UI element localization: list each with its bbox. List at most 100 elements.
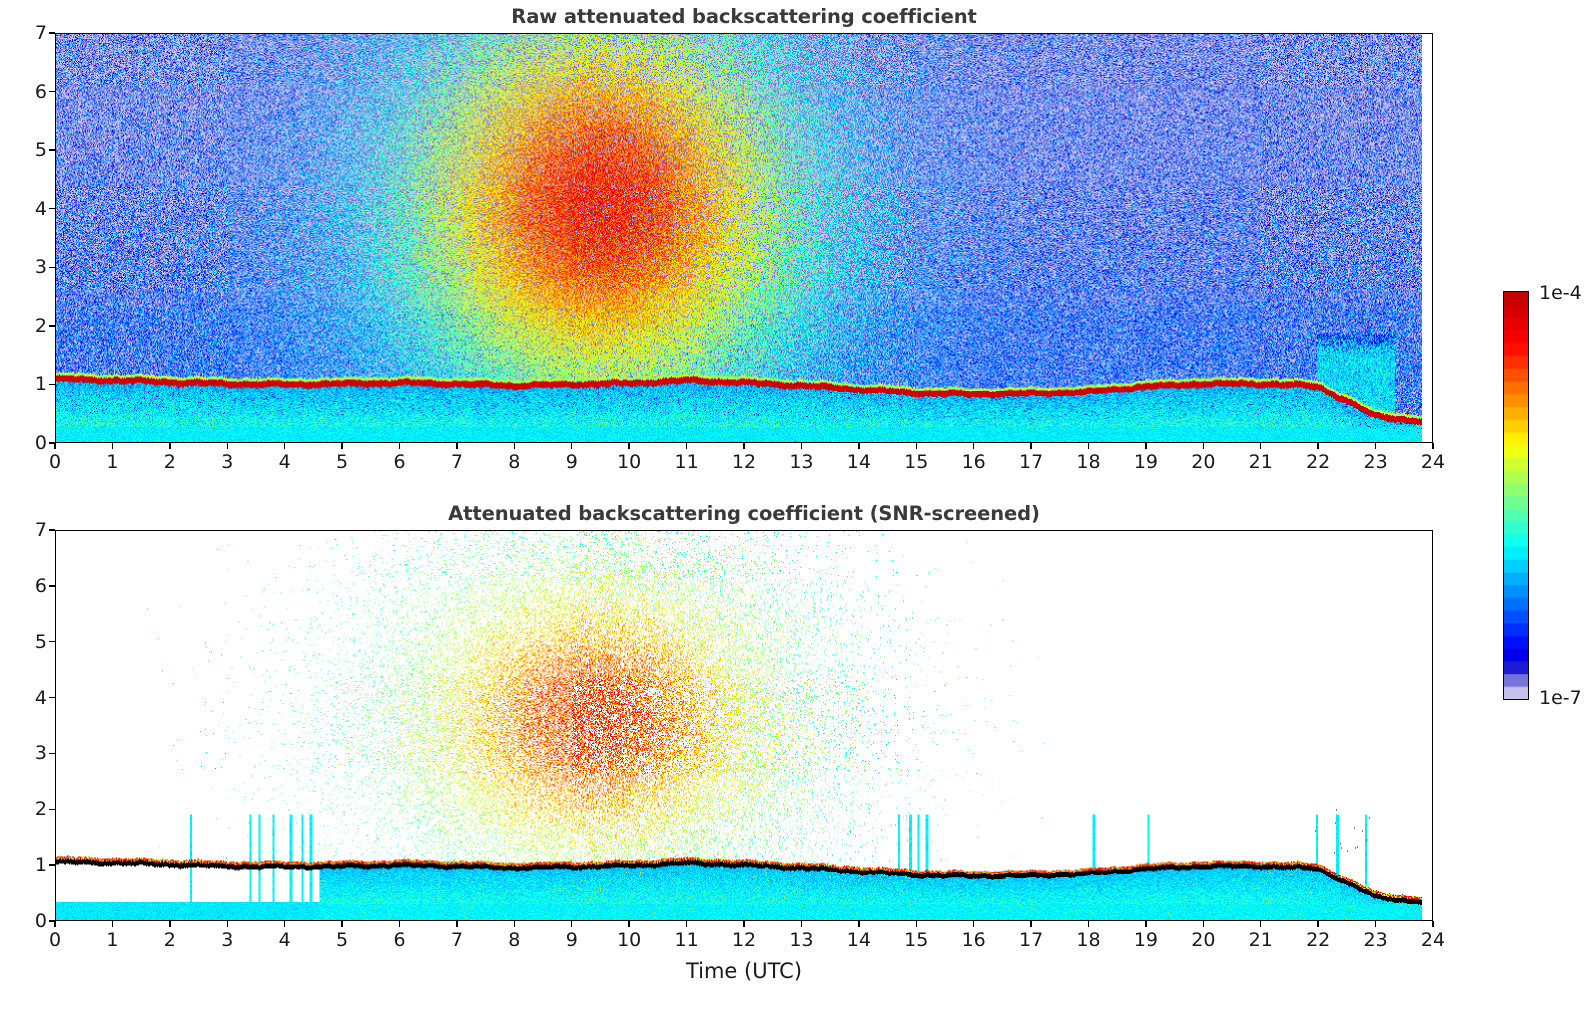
- y-tick-label: 4: [34, 686, 47, 709]
- x-tick-label: 23: [1363, 929, 1388, 951]
- colorbar[interactable]: 1e-4 1e-7 1/m/sr: [1443, 251, 1595, 750]
- x-tick-label: 18: [1076, 929, 1101, 951]
- x-tick-label: 3: [221, 929, 234, 951]
- x-tick-mark: [341, 443, 343, 449]
- x-tick-label: 20: [1191, 929, 1216, 951]
- y-tick-mark: [49, 149, 55, 151]
- x-tick-mark: [1030, 443, 1032, 449]
- x-tick-mark: [1087, 921, 1090, 927]
- y-tick-label: 7: [34, 22, 47, 44]
- y-tick-mark: [49, 383, 55, 386]
- y-tick-label: 0: [34, 432, 47, 454]
- y-tick-mark: [49, 752, 55, 755]
- x-tick-mark: [1432, 443, 1434, 449]
- y-tick-mark: [49, 864, 55, 866]
- y-tick-mark: [49, 442, 55, 444]
- y-tick-label: 1: [34, 854, 47, 877]
- raw-panel-plot-area[interactable]: [55, 33, 1433, 443]
- x-tick-label: 14: [846, 451, 871, 473]
- x-tick-label: 10: [617, 929, 642, 951]
- x-tick-label: 20: [1191, 451, 1216, 473]
- x-tick-mark: [513, 921, 516, 927]
- y-tick-label: 0: [34, 910, 47, 932]
- x-tick-label: 8: [508, 929, 521, 951]
- x-tick-label: 0: [48, 451, 62, 473]
- x-tick-label: 14: [846, 929, 871, 951]
- x-tick-label: 5: [336, 929, 349, 951]
- x-tick-label: 24: [1420, 929, 1446, 951]
- colorbar-min-label: 1e-7: [1539, 687, 1582, 709]
- x-tick-mark: [858, 443, 860, 449]
- x-tick-mark: [628, 921, 630, 927]
- x-tick-mark: [1374, 443, 1377, 449]
- x-tick-mark: [169, 921, 171, 927]
- x-tick-label: 22: [1306, 451, 1331, 473]
- colorbar-gradient: [1503, 291, 1529, 700]
- y-tick-label: 3: [34, 256, 47, 279]
- x-tick-label: 11: [674, 929, 699, 951]
- x-tick-label: 13: [789, 451, 814, 473]
- y-tick-mark: [49, 208, 55, 210]
- x-tick-mark: [456, 443, 458, 449]
- x-tick-mark: [169, 443, 171, 449]
- x-tick-label: 7: [450, 929, 463, 951]
- x-tick-label: 10: [617, 451, 642, 473]
- x-tick-label: 19: [1133, 451, 1158, 473]
- x-tick-mark: [972, 921, 975, 927]
- x-tick-label: 12: [731, 929, 757, 951]
- x-tick-label: 18: [1076, 451, 1101, 473]
- y-tick-mark: [49, 585, 55, 587]
- x-tick-mark: [1145, 921, 1147, 927]
- x-tick-mark: [1317, 443, 1319, 449]
- x-tick-mark: [1030, 921, 1032, 927]
- x-tick-label: 21: [1248, 451, 1273, 473]
- x-tick-mark: [915, 921, 917, 927]
- y-tick-label: 7: [34, 519, 47, 541]
- x-tick-label: 6: [393, 929, 406, 951]
- y-tick-mark: [49, 808, 55, 810]
- y-tick-mark: [49, 32, 55, 34]
- x-tick-label: 23: [1363, 451, 1388, 473]
- panel-1-title: Raw attenuated backscattering coefficien…: [511, 5, 977, 28]
- raw-backscatter-heatmap: [56, 34, 1432, 442]
- x-tick-mark: [398, 443, 401, 449]
- y-tick-label: 1: [34, 373, 47, 396]
- x-tick-label: 6: [393, 451, 406, 473]
- x-tick-mark: [743, 921, 745, 927]
- x-tick-label: 2: [163, 929, 176, 951]
- x-tick-label: 22: [1306, 929, 1331, 951]
- y-tick-label: 4: [34, 197, 47, 220]
- x-tick-mark: [54, 443, 56, 449]
- x-tick-mark: [456, 921, 458, 927]
- x-tick-mark: [1087, 443, 1090, 449]
- x-tick-mark: [1202, 921, 1205, 927]
- y-tick-label: 5: [34, 630, 47, 653]
- x-tick-mark: [1202, 443, 1205, 449]
- x-tick-mark: [685, 921, 688, 927]
- y-tick-mark: [49, 325, 55, 327]
- x-tick-mark: [858, 921, 860, 927]
- x-tick-mark: [54, 921, 56, 927]
- y-tick-label: 5: [34, 139, 47, 162]
- x-tick-mark: [743, 443, 745, 449]
- y-tick-label: 2: [34, 314, 47, 337]
- panel-2-title: Attenuated backscattering coefficient (S…: [448, 502, 1040, 525]
- x-tick-mark: [1260, 921, 1262, 927]
- x-tick-mark: [1317, 921, 1319, 927]
- x-tick-label: 17: [1018, 929, 1044, 951]
- screened-panel-plot-area[interactable]: [55, 530, 1433, 921]
- x-tick-mark: [1260, 443, 1262, 449]
- y-tick-mark: [49, 529, 55, 531]
- x-tick-mark: [800, 443, 803, 449]
- x-tick-mark: [398, 921, 401, 927]
- x-tick-label: 3: [221, 451, 234, 473]
- x-tick-label: 9: [565, 929, 578, 951]
- x-tick-label: 7: [450, 451, 463, 473]
- x-tick-mark: [226, 921, 228, 927]
- colorbar-max-label: 1e-4: [1539, 282, 1582, 304]
- x-tick-label: 19: [1133, 929, 1158, 951]
- x-tick-label: 1: [106, 451, 119, 473]
- x-tick-label: 17: [1018, 451, 1044, 473]
- y-tick-label: 6: [34, 574, 47, 597]
- y-tick-mark: [49, 696, 55, 699]
